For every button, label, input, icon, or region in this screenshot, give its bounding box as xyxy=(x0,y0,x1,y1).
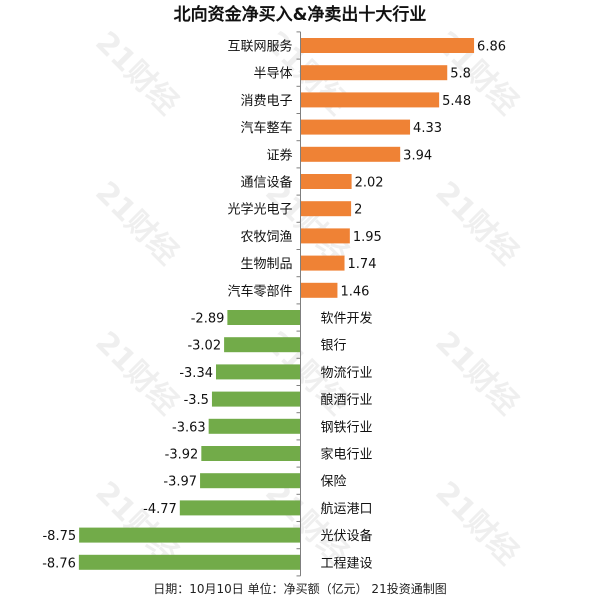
bar-17 xyxy=(200,473,301,489)
category-label-4: 汽车整车 xyxy=(240,120,292,136)
value-label-13: -3.34 xyxy=(179,366,213,381)
bar-1 xyxy=(300,38,475,53)
bar-11 xyxy=(227,310,301,325)
value-label-8: 1.95 xyxy=(353,230,382,245)
bar-12 xyxy=(224,337,301,353)
category-label-7: 光学光电子 xyxy=(227,202,292,218)
bar-19 xyxy=(79,527,301,543)
watermark-text: 21财经 xyxy=(88,325,185,422)
bar-7 xyxy=(300,201,352,217)
category-label-17: 保险 xyxy=(321,475,347,490)
label-layer: 6.86 互联网服务 5.8 半导体 5.48 消费电子 4.33 汽车整车 3.94 证券 2.0… xyxy=(42,31,506,577)
category-label-8: 农牧饲渔 xyxy=(240,230,292,245)
bar-6 xyxy=(300,174,352,189)
value-label-15: -3.63 xyxy=(172,420,206,435)
bar-8 xyxy=(300,228,350,244)
bar-18 xyxy=(179,500,301,516)
watermark-text: 21财经 xyxy=(88,175,185,272)
category-label-1: 互联网服务 xyxy=(227,39,292,55)
value-label-4: 4.33 xyxy=(413,121,442,136)
category-label-6: 通信设备 xyxy=(240,175,292,191)
value-label-7: 2 xyxy=(354,203,362,218)
bar-4 xyxy=(300,119,411,135)
value-label-1: 6.86 xyxy=(477,40,506,55)
category-label-2: 半导体 xyxy=(253,67,292,82)
value-label-16: -3.92 xyxy=(165,448,199,463)
value-label-12: -3.02 xyxy=(187,339,221,354)
bar-2 xyxy=(300,65,448,81)
value-label-17: -3.97 xyxy=(163,475,197,490)
category-label-19: 光伏设备 xyxy=(321,528,373,544)
bar-14 xyxy=(211,391,301,407)
value-label-20: -8.76 xyxy=(42,556,76,571)
bar-5 xyxy=(300,146,401,162)
watermark-text: 21财经 xyxy=(428,325,525,422)
category-label-15: 钢铁行业 xyxy=(321,420,373,435)
bar-20 xyxy=(78,554,301,570)
value-label-18: -4.77 xyxy=(143,502,177,517)
bar-10 xyxy=(300,282,338,298)
category-label-14: 酿酒行业 xyxy=(321,392,373,408)
bar-15 xyxy=(208,418,301,434)
category-label-20: 工程建设 xyxy=(321,556,373,571)
value-label-3: 5.48 xyxy=(442,94,471,109)
category-label-10: 汽车零部件 xyxy=(227,283,292,299)
value-label-19: -8.75 xyxy=(42,529,76,544)
value-label-9: 1.74 xyxy=(348,257,377,272)
value-label-5: 3.94 xyxy=(403,148,432,163)
value-label-14: -3.5 xyxy=(184,393,209,408)
category-label-13: 物流行业 xyxy=(321,366,373,381)
bar-9 xyxy=(300,255,345,271)
value-label-11: -2.89 xyxy=(191,312,225,327)
category-label-11: 软件开发 xyxy=(321,311,373,327)
value-label-2: 5.8 xyxy=(450,67,471,82)
chart-title: 北向资金净买入&净卖出十大行业 xyxy=(174,4,427,25)
category-label-3: 消费电子 xyxy=(240,94,292,109)
value-label-10: 1.46 xyxy=(340,284,369,299)
category-label-9: 生物制品 xyxy=(240,257,292,272)
value-label-6: 2.02 xyxy=(355,176,384,191)
category-label-18: 航运港口 xyxy=(321,501,373,517)
bar-13 xyxy=(215,364,301,380)
category-label-5: 证券 xyxy=(266,147,292,163)
chart-footer: 日期：10月10日 单位：净买额（亿元） 21投资通制图 xyxy=(153,581,446,596)
bar-series xyxy=(78,38,475,570)
watermark-text: 21财经 xyxy=(428,475,525,572)
category-label-16: 家电行业 xyxy=(321,447,373,463)
bar-3 xyxy=(300,92,440,108)
watermark-text: 21财经 xyxy=(428,175,525,272)
bar-16 xyxy=(201,446,301,461)
watermark-text: 21财经 xyxy=(88,25,185,122)
category-label-12: 银行 xyxy=(321,339,347,354)
